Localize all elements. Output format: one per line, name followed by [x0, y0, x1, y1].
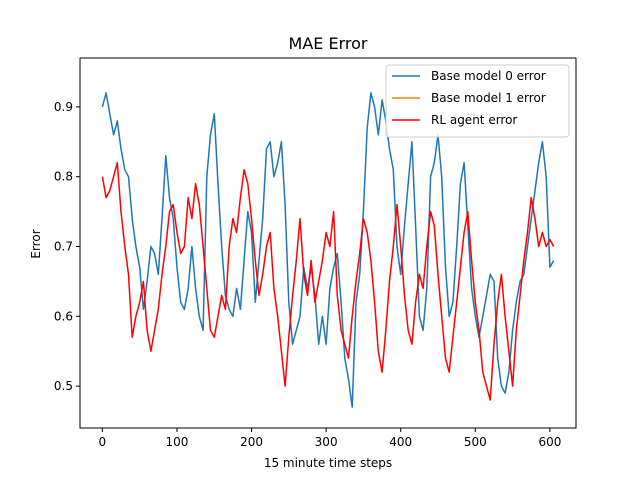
- legend-entry-0: Base model 0 error: [431, 69, 546, 83]
- legend: Base model 0 error Base model 1 error RL a…: [385, 64, 570, 138]
- legend-entry-2: RL agent error: [431, 113, 517, 127]
- legend-box: [385, 64, 570, 138]
- y-tick-label: 0.5: [54, 379, 73, 393]
- y-tick-label: 0.8: [54, 170, 73, 184]
- x-axis-label: 15 minute time steps: [264, 456, 392, 470]
- y-axis: 0.5 0.6 0.7 0.8 0.9: [54, 100, 80, 393]
- y-tick-label: 0.7: [54, 239, 73, 253]
- x-tick-label: 100: [166, 435, 189, 449]
- series-line-0: [101, 92, 555, 408]
- y-tick-label: 0.6: [54, 309, 73, 323]
- y-tick-label: 0.9: [54, 100, 73, 114]
- x-tick-label: 0: [99, 435, 107, 449]
- x-tick-label: 300: [315, 435, 338, 449]
- legend-entry-1: Base model 1 error: [431, 91, 546, 105]
- axes-frame: [79, 57, 577, 429]
- x-tick-label: 600: [538, 435, 561, 449]
- x-axis: 0 100 200 300 400 500 600: [99, 428, 561, 449]
- chart-title: MAE Error: [289, 34, 368, 53]
- series-line-2: [101, 161, 555, 401]
- y-axis-label: Error: [29, 229, 43, 258]
- x-tick-label: 500: [464, 435, 487, 449]
- x-tick-label: 400: [389, 435, 412, 449]
- x-tick-label: 200: [240, 435, 263, 449]
- plot-area: [79, 57, 577, 429]
